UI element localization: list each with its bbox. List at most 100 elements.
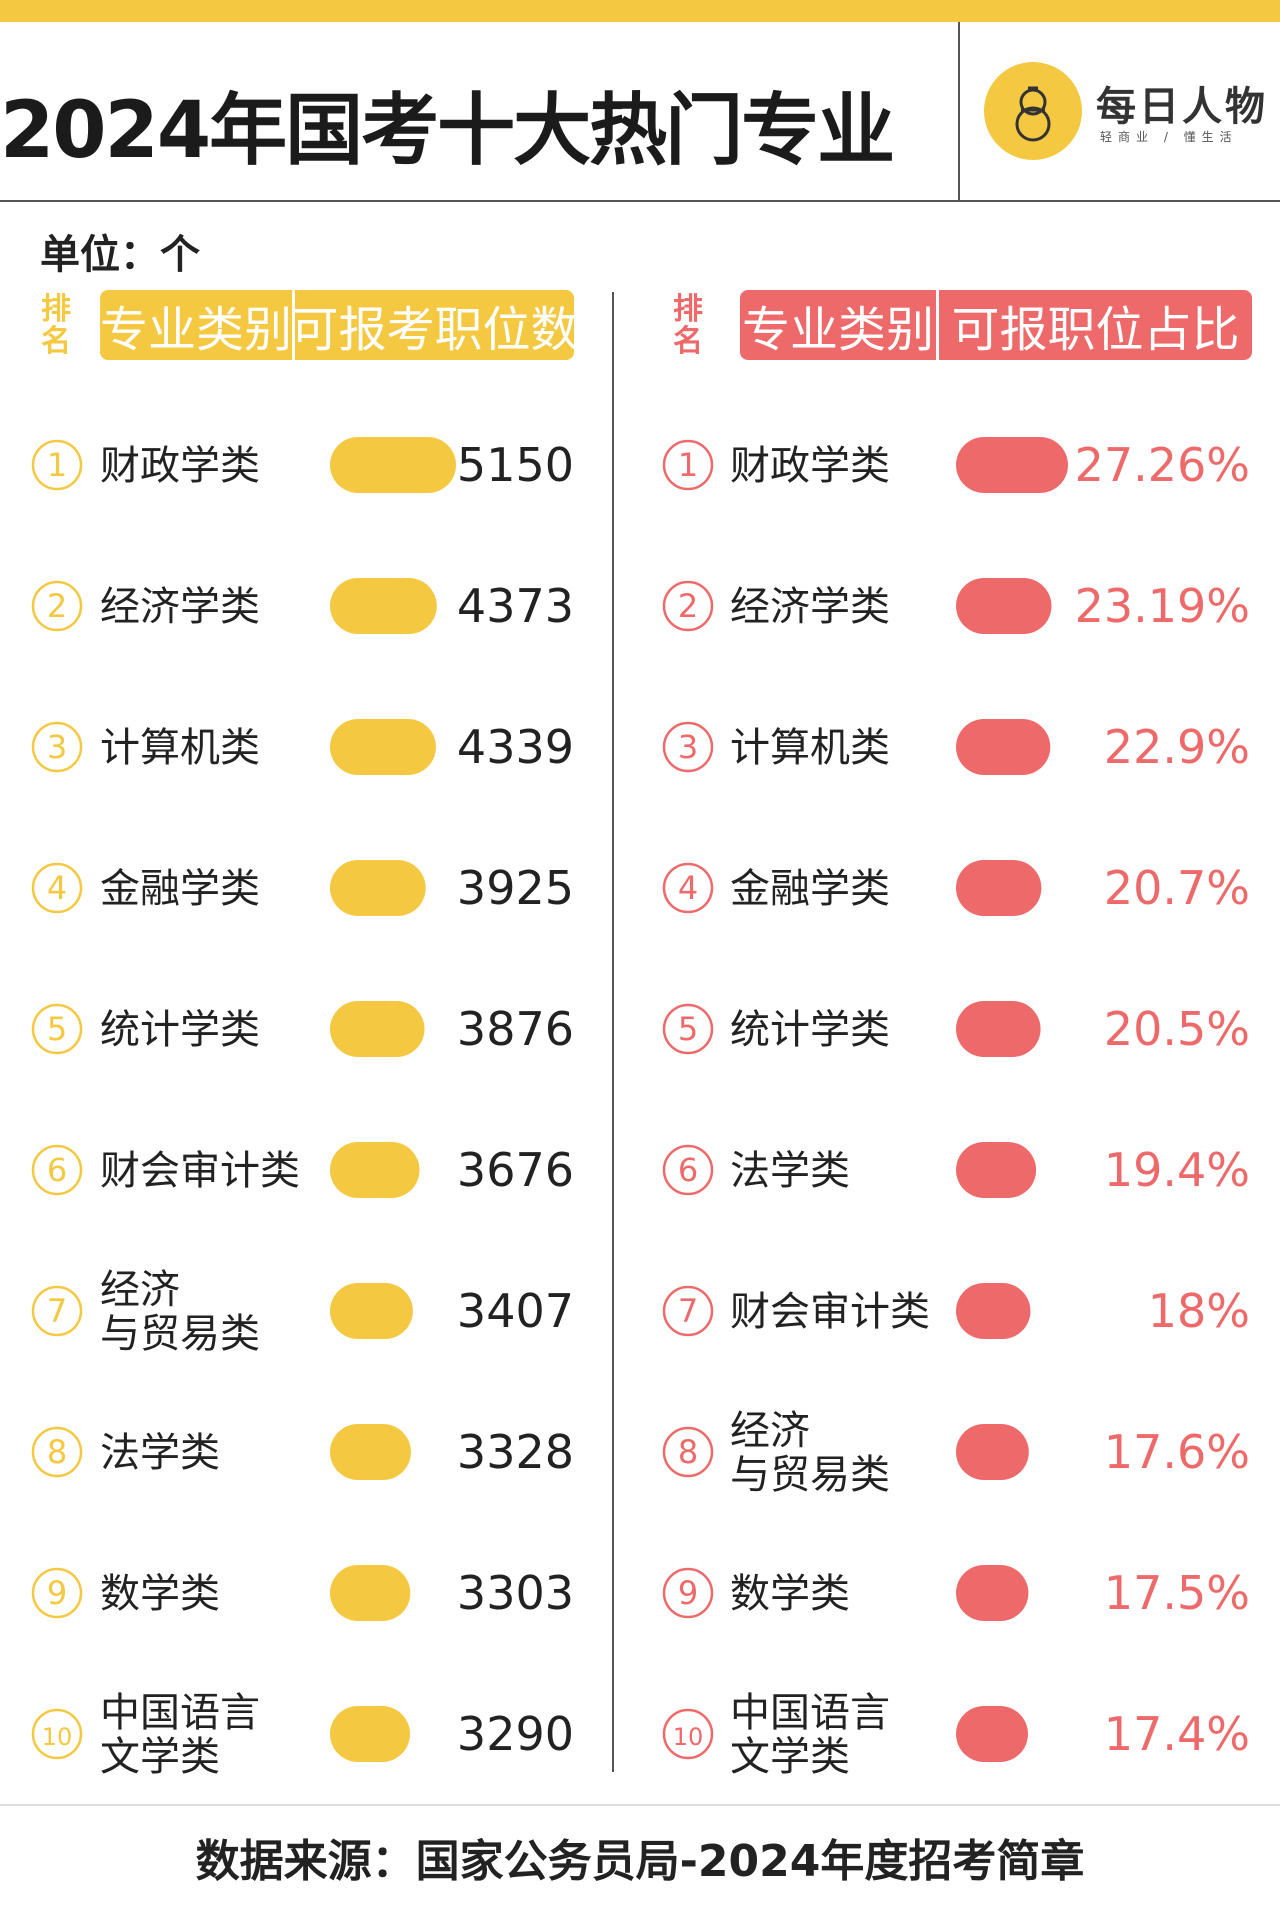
- bar: [330, 1565, 411, 1621]
- left-header-separator: [292, 290, 295, 360]
- value-label: 5150: [457, 438, 574, 492]
- rank-circle-icon: [662, 1003, 714, 1055]
- bar: [330, 1142, 420, 1198]
- rank-number: 8: [47, 1433, 67, 1471]
- category-label: 财会审计类: [730, 1289, 930, 1335]
- bar: [330, 578, 437, 634]
- column-divider: [612, 292, 614, 1772]
- bar: [956, 1424, 1029, 1480]
- bar: [956, 719, 1051, 775]
- rank-circle-icon: [662, 721, 714, 773]
- category-label: 经济: [100, 1267, 180, 1313]
- value-label: 3876: [457, 1002, 574, 1056]
- header: 2024年国考十大热门专业 每日人物 轻商业 / 懂生活: [0, 22, 1280, 202]
- value-label: 20.5%: [1104, 1002, 1250, 1056]
- rank-number: 2: [47, 587, 67, 625]
- value-label: 3290: [457, 1707, 574, 1761]
- rank-circle-icon: [662, 580, 714, 632]
- bar: [956, 1142, 1037, 1198]
- category-label: 文学类: [730, 1734, 850, 1780]
- rank-number: 2: [678, 587, 698, 625]
- value-label: 3407: [457, 1284, 574, 1338]
- rank-circle-icon: [31, 1426, 83, 1478]
- rank-number: 1: [678, 446, 698, 484]
- category-label: 统计学类: [100, 1007, 260, 1053]
- value-label: 18%: [1148, 1284, 1250, 1338]
- value-label: 17.5%: [1104, 1566, 1250, 1620]
- top-accent-bar: [0, 0, 1280, 22]
- rank-circle-icon: [31, 1285, 83, 1337]
- rank-number: 9: [678, 1574, 698, 1612]
- right-rank-header: 排名: [673, 292, 703, 359]
- category-label: 文学类: [100, 1734, 220, 1780]
- value-label: 22.9%: [1104, 720, 1250, 774]
- left-value-header: 可报考职位数: [290, 302, 575, 358]
- category-label: 数学类: [730, 1571, 850, 1617]
- rank-circle-icon: [31, 721, 83, 773]
- category-label: 法学类: [100, 1430, 220, 1476]
- rank-circle-icon: [662, 1567, 714, 1619]
- logo-slogan: 轻商业 / 懂生活: [1100, 130, 1238, 144]
- left-rank-header: 排名: [41, 292, 71, 359]
- rank-circle-icon: [31, 862, 83, 914]
- rank-circle-icon: [662, 1144, 714, 1196]
- logo-figure-icon: [1015, 86, 1051, 142]
- rank-number: 6: [47, 1151, 67, 1189]
- value-label: 4373: [457, 579, 574, 633]
- bar: [330, 860, 426, 916]
- category-label: 财会审计类: [100, 1148, 300, 1194]
- category-label: 财政学类: [730, 443, 890, 489]
- rank-number: 7: [47, 1292, 67, 1330]
- category-label: 数学类: [100, 1571, 220, 1617]
- value-label: 19.4%: [1104, 1143, 1250, 1197]
- rank-number: 4: [47, 869, 67, 907]
- rank-number: 1: [47, 446, 67, 484]
- rank-circle-icon: [662, 862, 714, 914]
- category-label: 金融学类: [100, 866, 260, 912]
- value-label: 3303: [457, 1566, 574, 1620]
- rank-number: 4: [678, 869, 698, 907]
- value-label: 17.4%: [1104, 1707, 1250, 1761]
- rank-number: 9: [47, 1574, 67, 1612]
- rank-number: 8: [678, 1433, 698, 1471]
- right-category-header: 专业类别: [741, 302, 934, 358]
- category-label: 经济学类: [730, 584, 890, 630]
- rank-circle-icon: [31, 1144, 83, 1196]
- category-label: 经济学类: [100, 584, 260, 630]
- rank-circle-icon: [662, 439, 714, 491]
- rank-number: 3: [47, 728, 67, 766]
- rank-number: 7: [678, 1292, 698, 1330]
- category-label: 与贸易类: [730, 1452, 890, 1498]
- value-label: 20.7%: [1104, 861, 1250, 915]
- category-label: 统计学类: [730, 1007, 890, 1053]
- rank-circle-icon: [31, 580, 83, 632]
- footer: 数据来源：国家公务员局-2024年度招考简章: [0, 1804, 1280, 1908]
- rank-number: 5: [678, 1010, 698, 1048]
- bar: [956, 578, 1052, 634]
- bar: [956, 437, 1068, 493]
- category-label: 金融学类: [730, 866, 890, 912]
- right-header-box: 专业类别 可报职位占比: [740, 290, 1252, 360]
- rank-circle-icon: [662, 1285, 714, 1337]
- value-label: 3676: [457, 1143, 574, 1197]
- bar: [956, 1001, 1041, 1057]
- left-header-box: 专业类别 可报考职位数: [100, 290, 574, 360]
- page-title: 2024年国考十大热门专业: [0, 86, 895, 176]
- category-label: 法学类: [730, 1148, 850, 1194]
- header-divider: [958, 22, 960, 202]
- category-label: 财政学类: [100, 443, 260, 489]
- right-value-header: 可报职位占比: [951, 302, 1240, 358]
- rank-circle-icon: [31, 439, 83, 491]
- right-header-separator: [936, 290, 939, 360]
- rank-number: 3: [678, 728, 698, 766]
- rank-circle-icon: [31, 1708, 83, 1760]
- value-label: 27.26%: [1075, 438, 1250, 492]
- unit-label: 单位：个: [40, 232, 200, 278]
- category-label: 计算机类: [730, 725, 890, 771]
- bar: [330, 1001, 425, 1057]
- category-label: 中国语言: [100, 1690, 260, 1736]
- value-label: 3328: [457, 1425, 574, 1479]
- bar: [330, 1424, 411, 1480]
- rank-circle-icon: [31, 1003, 83, 1055]
